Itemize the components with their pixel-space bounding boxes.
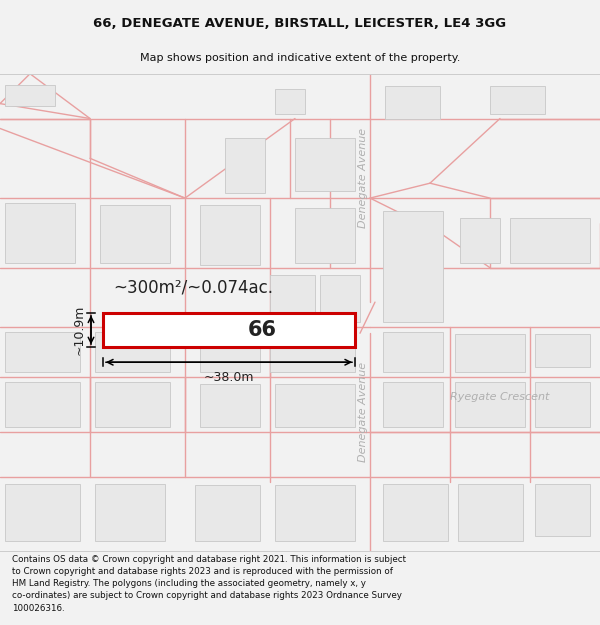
Text: ~38.0m: ~38.0m xyxy=(204,371,254,384)
Bar xyxy=(275,484,355,541)
Bar xyxy=(5,85,55,106)
Bar xyxy=(270,334,355,372)
Bar xyxy=(385,86,440,119)
Bar xyxy=(103,312,355,348)
Text: Ryegate Crescent: Ryegate Crescent xyxy=(451,392,550,402)
Bar xyxy=(455,382,525,427)
Bar xyxy=(275,384,355,427)
Bar xyxy=(5,382,80,427)
Bar xyxy=(295,138,355,191)
Text: 66: 66 xyxy=(247,320,276,340)
Text: Contains OS data © Crown copyright and database right 2021. This information is : Contains OS data © Crown copyright and d… xyxy=(12,555,406,612)
Bar xyxy=(320,275,360,322)
Bar xyxy=(535,484,590,536)
Bar xyxy=(100,205,170,262)
Text: ~10.9m: ~10.9m xyxy=(73,305,86,355)
Bar xyxy=(383,382,443,427)
Bar xyxy=(95,484,165,541)
Bar xyxy=(95,382,170,427)
Bar xyxy=(383,332,443,372)
Bar xyxy=(200,384,260,427)
Bar xyxy=(270,275,315,322)
Bar xyxy=(460,218,500,262)
Text: Denegate Avenue: Denegate Avenue xyxy=(358,362,368,462)
Bar xyxy=(200,205,260,265)
Bar xyxy=(490,86,545,114)
Bar xyxy=(510,218,590,262)
Bar xyxy=(95,332,170,372)
Bar xyxy=(225,138,265,193)
Text: 66, DENEGATE AVENUE, BIRSTALL, LEICESTER, LE4 3GG: 66, DENEGATE AVENUE, BIRSTALL, LEICESTER… xyxy=(94,17,506,30)
Polygon shape xyxy=(383,211,443,322)
Bar xyxy=(535,382,590,427)
Bar xyxy=(5,332,80,372)
Text: ~300m²/~0.074ac.: ~300m²/~0.074ac. xyxy=(113,279,273,297)
Bar xyxy=(458,484,523,541)
Polygon shape xyxy=(275,89,305,114)
Bar xyxy=(195,484,260,541)
Text: Denegate Avenue: Denegate Avenue xyxy=(358,128,368,228)
Text: Map shows position and indicative extent of the property.: Map shows position and indicative extent… xyxy=(140,52,460,62)
Bar xyxy=(535,334,590,367)
Bar xyxy=(5,484,80,541)
Bar xyxy=(455,334,525,372)
Bar xyxy=(383,484,448,541)
Bar xyxy=(5,203,75,262)
Bar xyxy=(295,208,355,262)
Bar xyxy=(200,334,260,372)
